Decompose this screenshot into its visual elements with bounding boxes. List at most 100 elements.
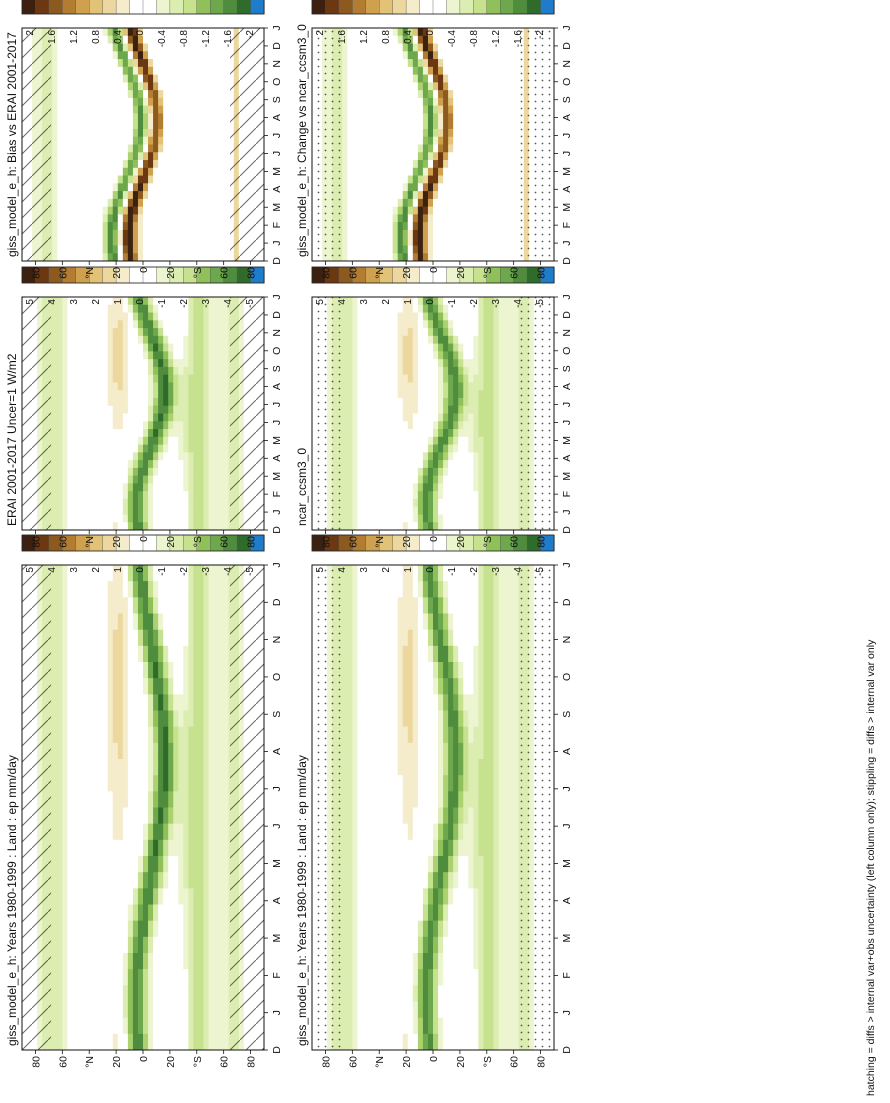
p2-cell bbox=[427, 742, 434, 760]
p3-cell bbox=[72, 467, 78, 477]
p1-cell bbox=[117, 710, 124, 728]
p2-cell bbox=[493, 613, 500, 631]
p3-cell bbox=[198, 467, 204, 477]
p3-cell bbox=[122, 421, 129, 430]
p1-cell bbox=[153, 662, 159, 679]
p1-cell bbox=[193, 710, 199, 728]
p2-cell bbox=[448, 613, 454, 631]
p2-cell bbox=[422, 678, 429, 695]
p1-cell bbox=[122, 985, 129, 1002]
p2-cell bbox=[362, 791, 368, 808]
p1-cell bbox=[183, 629, 189, 647]
p1-cell bbox=[67, 1001, 73, 1019]
p1-colorbar: 5 4 3 2 1 0 -1 -2 -3 -4 -5 bbox=[21, 534, 265, 576]
p1-cell bbox=[158, 920, 164, 938]
p2-cell bbox=[417, 969, 424, 986]
p3-month-label: M bbox=[271, 472, 283, 481]
p3-cell bbox=[223, 514, 230, 523]
p3-cell bbox=[57, 335, 63, 345]
p1-cell bbox=[143, 791, 149, 808]
p2-stippling bbox=[312, 565, 554, 1050]
p2-cell bbox=[367, 613, 373, 631]
p3-cell bbox=[87, 413, 94, 422]
p2-cell bbox=[377, 565, 384, 582]
p3-cell bbox=[178, 429, 184, 438]
p2-cell bbox=[407, 694, 414, 711]
p2-cell bbox=[377, 726, 384, 744]
p2-cell bbox=[402, 985, 409, 1002]
p1-cell bbox=[132, 694, 139, 711]
p1-cell bbox=[203, 678, 210, 695]
p1-cell bbox=[67, 856, 73, 873]
p4-cell bbox=[342, 397, 348, 407]
p1-cell bbox=[183, 920, 189, 938]
p4-cell bbox=[367, 522, 373, 531]
p1-cell bbox=[208, 629, 215, 647]
p2-cell bbox=[357, 710, 363, 728]
p3-cell bbox=[62, 413, 68, 422]
p2-cell bbox=[362, 1017, 368, 1035]
p4-cell bbox=[347, 366, 353, 376]
p1-cell bbox=[52, 613, 58, 631]
p3-cell bbox=[213, 397, 220, 407]
p2-cell bbox=[508, 953, 515, 970]
p3-cell bbox=[153, 390, 159, 399]
p3-cell bbox=[178, 297, 184, 306]
p1-cell bbox=[193, 985, 199, 1002]
p3-cell bbox=[168, 421, 174, 430]
p1-cell bbox=[188, 904, 194, 922]
p1-cell bbox=[137, 888, 144, 905]
p1-cell bbox=[198, 710, 204, 728]
p2-cell bbox=[503, 1001, 510, 1019]
p3-cell bbox=[137, 374, 144, 383]
p2-month-label: J bbox=[561, 824, 573, 829]
p1-cell bbox=[218, 613, 225, 631]
p1-cell bbox=[107, 823, 114, 841]
p1-cell bbox=[188, 872, 194, 889]
p3-cell bbox=[87, 397, 94, 407]
p2-cell bbox=[382, 872, 389, 889]
p2-cell bbox=[468, 1017, 474, 1035]
p3-cell bbox=[178, 436, 184, 446]
p2-cell bbox=[377, 678, 384, 695]
p2-cell bbox=[433, 645, 439, 663]
p4-cell bbox=[357, 359, 363, 368]
p2-cell bbox=[468, 694, 474, 711]
p2-cell bbox=[513, 678, 520, 695]
p1-cell bbox=[208, 726, 215, 744]
p2-cell bbox=[473, 969, 479, 986]
p2-cell bbox=[382, 920, 389, 938]
p1-cell bbox=[137, 645, 144, 663]
p3-cell bbox=[62, 304, 68, 314]
p3-cell bbox=[112, 452, 119, 461]
p1-cell bbox=[112, 629, 119, 647]
p1-cell bbox=[77, 613, 83, 631]
p2-cell bbox=[362, 1001, 368, 1019]
p4-cell bbox=[372, 483, 379, 492]
p3-cell bbox=[137, 304, 144, 314]
p1-cell bbox=[92, 1017, 99, 1035]
p2-cell bbox=[468, 823, 474, 841]
p2-cell bbox=[352, 872, 358, 889]
p1-cell bbox=[178, 1001, 184, 1019]
p2-cell bbox=[468, 839, 474, 857]
p1-month-label: M bbox=[271, 859, 283, 868]
p2-cell bbox=[367, 1017, 373, 1035]
p2-cell bbox=[362, 742, 368, 760]
p3-cell bbox=[193, 335, 199, 345]
p2-cell bbox=[488, 936, 494, 954]
p4-cell bbox=[372, 421, 379, 430]
p2-month-label: M bbox=[561, 934, 573, 943]
p1-cell bbox=[198, 872, 204, 889]
p1-cell bbox=[107, 985, 114, 1002]
p2-cell bbox=[352, 597, 358, 614]
p2-cell bbox=[478, 920, 484, 938]
p3-cell bbox=[112, 467, 119, 477]
p3-cell bbox=[57, 452, 63, 461]
p3-cell bbox=[203, 522, 210, 531]
p1-cell bbox=[82, 872, 89, 889]
p2-cell bbox=[422, 597, 429, 614]
p2-cell bbox=[372, 1033, 379, 1051]
p1-cell bbox=[77, 823, 83, 841]
p2-cell bbox=[402, 710, 409, 728]
